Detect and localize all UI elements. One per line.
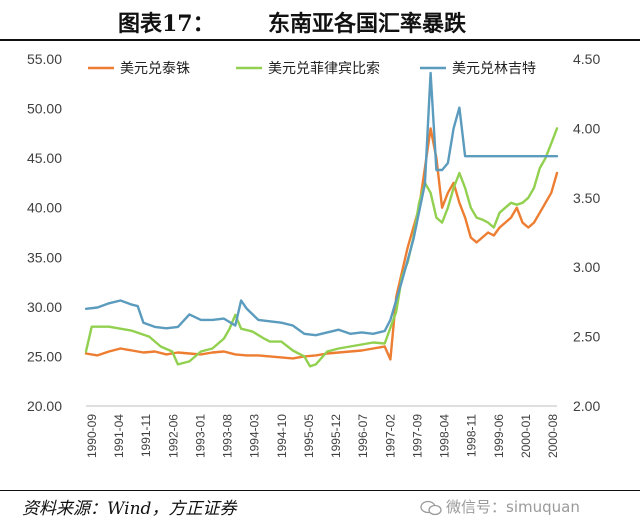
x-tick-label: 1991-04 — [112, 414, 126, 458]
x-tick-label: 1991-11 — [139, 414, 153, 457]
series-lines — [84, 71, 559, 368]
x-tick-label: 1997-02 — [383, 414, 397, 458]
x-tick-label: 1993-08 — [221, 414, 235, 458]
y-right-tick-label: 2.00 — [573, 398, 600, 414]
title-rule — [0, 39, 640, 41]
y-left-tick-label: 45.00 — [27, 150, 62, 166]
source-rule — [0, 490, 640, 491]
wechat-icon — [420, 500, 442, 515]
source-note: 资料来源：Wind，方正证券 — [22, 499, 237, 519]
x-tick-label: 1992-06 — [166, 414, 180, 458]
watermark: 微信号：simuquan — [420, 496, 580, 517]
y-left-tick-label: 55.00 — [27, 51, 62, 67]
figure-label: 图表17： — [118, 11, 215, 37]
x-tick-label: 1997-09 — [410, 414, 424, 458]
x-tick-label: 1995-05 — [302, 414, 316, 458]
y-left-tick-label: 50.00 — [27, 101, 62, 117]
y-left-tick-label: 30.00 — [27, 299, 62, 315]
y-right-tick-label: 4.50 — [573, 51, 600, 67]
x-tick-label: 1994-03 — [248, 414, 262, 458]
x-tick-label: 1996-07 — [356, 414, 370, 458]
series-line-3 — [84, 71, 559, 337]
y-left-tick-label: 40.00 — [27, 200, 62, 216]
x-tick-label: 1998-04 — [438, 414, 452, 458]
x-tick-label: 2000-01 — [519, 414, 533, 458]
y-left-tick-label: 25.00 — [27, 348, 62, 364]
legend-label-3: 美元兑林吉特 — [452, 61, 536, 77]
series-line-2 — [84, 127, 559, 368]
x-tick-label: 1993-01 — [193, 414, 207, 458]
y-right-tick-label: 4.00 — [573, 120, 600, 136]
title-text: 东南亚各国汇率暴跌 — [268, 11, 467, 37]
legend: 美元兑泰铢 美元兑菲律宾比索 美元兑林吉特 — [88, 60, 536, 77]
line-chart: 20.00 25.00 30.00 35.00 40.00 45.00 50.00 55.00… — [27, 51, 601, 458]
series-line-1 — [84, 127, 559, 361]
y-right-tick-label: 3.50 — [573, 190, 600, 206]
x-tick-label: 2000-08 — [546, 414, 560, 458]
watermark-text: 微信号：simuquan — [446, 498, 580, 516]
chart-title: 图表17： 东南亚各国汇率暴跌 — [0, 2, 640, 38]
y-left-tick-label: 35.00 — [27, 249, 62, 265]
x-tick-label: 1994-10 — [275, 414, 289, 458]
y-right-tick-label: 2.50 — [573, 329, 600, 345]
legend-label-2: 美元兑菲律宾比索 — [268, 60, 380, 77]
x-tick-label: 1998-11 — [465, 414, 479, 457]
y-left-tick-label: 20.00 — [27, 398, 62, 414]
x-tick-label: 1995-12 — [329, 414, 343, 458]
legend-label-1: 美元兑泰铢 — [120, 61, 190, 77]
axes: 20.00 25.00 30.00 35.00 40.00 45.00 50.00 55.00… — [27, 51, 601, 458]
y-right-tick-label: 3.00 — [573, 259, 600, 275]
x-tick-label: 1999-06 — [492, 414, 506, 458]
x-tick-label: 1990-09 — [85, 414, 99, 458]
